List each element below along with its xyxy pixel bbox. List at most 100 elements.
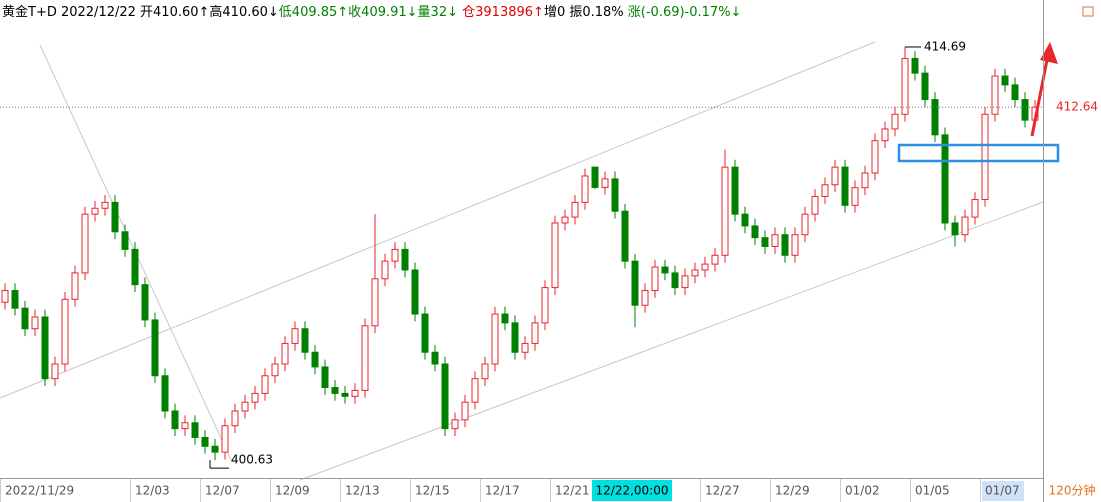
candle-body bbox=[571, 201, 579, 218]
candle-body bbox=[1021, 99, 1029, 121]
candle-body bbox=[151, 319, 159, 377]
candle-body bbox=[171, 410, 179, 430]
candle-body bbox=[761, 237, 769, 247]
x-tick-label: 01/02 bbox=[845, 484, 880, 498]
arrow-shaft bbox=[1030, 59, 1049, 137]
candle-body bbox=[481, 363, 489, 380]
x-tick-label: 12/21 bbox=[555, 484, 590, 498]
candle-body bbox=[281, 342, 289, 365]
channel-lower bbox=[299, 201, 1044, 481]
channel-upper bbox=[0, 41, 876, 399]
x-tick-label: 12/27 bbox=[705, 484, 740, 498]
x-tick-label: 12/29 bbox=[775, 484, 810, 498]
candle-body bbox=[541, 287, 549, 324]
candle-body bbox=[181, 422, 189, 430]
candle-body bbox=[451, 419, 459, 430]
candle-body bbox=[11, 290, 19, 309]
candle-body bbox=[691, 269, 699, 277]
candle-body bbox=[721, 166, 729, 256]
candle-body bbox=[301, 328, 309, 353]
candle-body bbox=[941, 134, 949, 224]
candle-body bbox=[351, 389, 359, 397]
candle-body bbox=[881, 128, 889, 142]
candle-body bbox=[41, 316, 49, 380]
header-item: 仓3913896↑ bbox=[458, 5, 544, 20]
candle-body bbox=[201, 436, 209, 447]
candle-body bbox=[261, 375, 269, 394]
candle-body bbox=[191, 422, 199, 438]
x-tick-label: 01/05 bbox=[915, 484, 950, 498]
window-icon bbox=[1082, 6, 1094, 17]
candle-body bbox=[21, 307, 29, 330]
period-box bbox=[1045, 481, 1100, 501]
candle-body bbox=[1001, 75, 1009, 86]
candle-body bbox=[791, 234, 799, 256]
candle-body bbox=[581, 175, 589, 203]
cursor-label: 12/22,00:00 bbox=[596, 484, 669, 498]
max-label: 414.69 bbox=[924, 39, 966, 53]
candle-body bbox=[591, 166, 599, 188]
x-tick-label: 12/03 bbox=[135, 484, 170, 498]
candle-body bbox=[461, 401, 469, 421]
candle-body bbox=[671, 272, 679, 289]
candle-body bbox=[371, 278, 379, 327]
candle-body bbox=[391, 248, 399, 262]
candle-body bbox=[91, 207, 99, 215]
candle-body bbox=[521, 342, 529, 353]
candle-body bbox=[311, 351, 319, 368]
x-tick-label: 2022/11/29 bbox=[5, 484, 74, 498]
candle-body bbox=[471, 378, 479, 403]
candle-body bbox=[921, 72, 929, 101]
header-item: 涨(-0.69)-0.17%↓ bbox=[628, 5, 742, 20]
candle-body bbox=[911, 57, 919, 74]
candle-body bbox=[211, 445, 219, 453]
candle-body bbox=[231, 410, 239, 427]
candle-body bbox=[991, 75, 999, 115]
candle-body bbox=[101, 201, 109, 209]
candle-body bbox=[361, 325, 369, 391]
x-tick-label: 01/07 bbox=[985, 484, 1020, 498]
x-tick-label: 12/09 bbox=[275, 484, 310, 498]
candle-body bbox=[531, 322, 539, 344]
candle-body bbox=[81, 213, 89, 274]
candle-body bbox=[271, 363, 279, 377]
candle-body bbox=[601, 178, 609, 188]
candle-body bbox=[71, 272, 79, 300]
x-tick-label: 12/13 bbox=[345, 484, 380, 498]
candle-body bbox=[421, 313, 429, 353]
candle-body bbox=[901, 57, 909, 115]
candle-body bbox=[971, 198, 979, 218]
candle-body bbox=[331, 387, 339, 394]
header-item: 增0 振0.18% bbox=[544, 5, 628, 20]
candle-body bbox=[1011, 84, 1019, 101]
candle-body bbox=[861, 172, 869, 189]
candle-body bbox=[951, 222, 959, 236]
candle-body bbox=[851, 187, 859, 206]
candle-body bbox=[381, 260, 389, 280]
min-label: 400.63 bbox=[231, 453, 273, 467]
cursor-box bbox=[592, 480, 672, 501]
candle-body bbox=[701, 263, 709, 271]
candle-body bbox=[841, 166, 849, 206]
candle-body bbox=[251, 392, 259, 403]
candle-body bbox=[341, 392, 349, 397]
highlight-box bbox=[897, 143, 1060, 163]
candle-body bbox=[441, 363, 449, 430]
candle-body bbox=[121, 231, 129, 250]
x-tick-label: 12/07 bbox=[205, 484, 240, 498]
last-price-label: 412.64 bbox=[1056, 100, 1098, 114]
candle-body bbox=[551, 222, 559, 289]
candle-body bbox=[491, 313, 499, 365]
candle-body bbox=[801, 213, 809, 236]
candle-body bbox=[1, 290, 9, 303]
period-label: 120分钟 bbox=[1049, 483, 1096, 498]
header: 黄金T+D 2022/12/22 开410.60↑高410.60↓低409.85… bbox=[2, 4, 741, 20]
candle-body bbox=[431, 351, 439, 365]
candle-body bbox=[631, 260, 639, 306]
candle-body bbox=[61, 298, 69, 365]
candle-body bbox=[291, 328, 299, 344]
candle-body bbox=[961, 216, 969, 236]
candle-body bbox=[221, 425, 229, 453]
